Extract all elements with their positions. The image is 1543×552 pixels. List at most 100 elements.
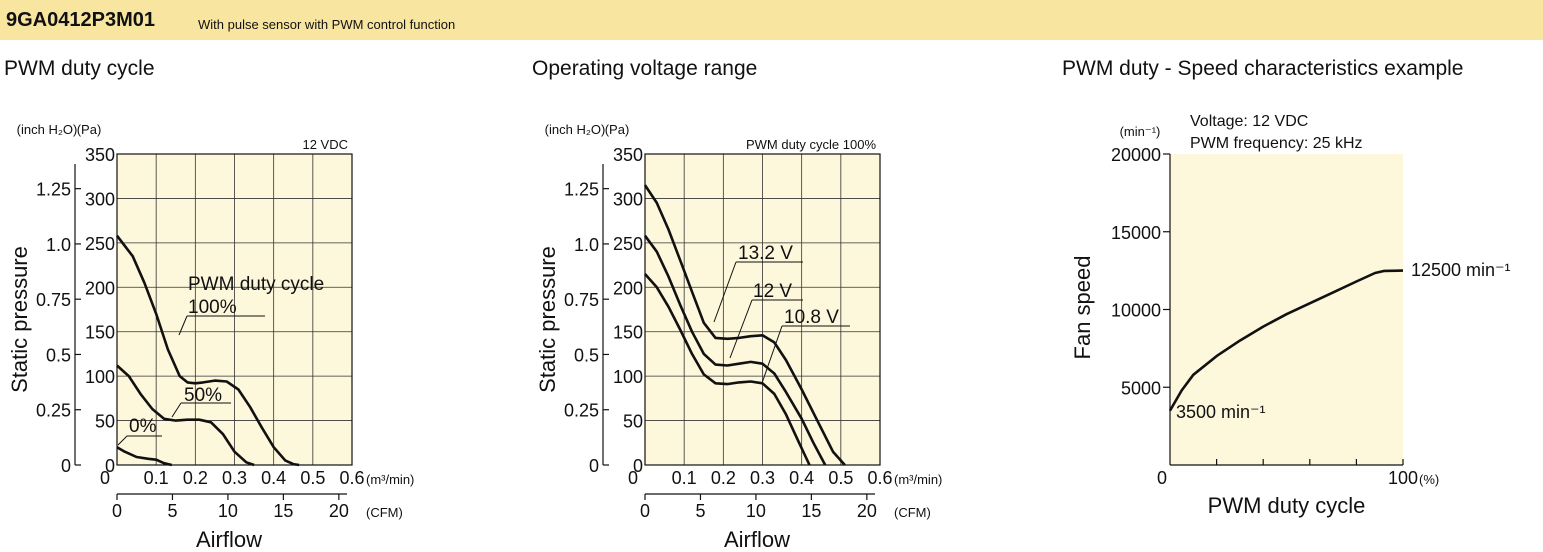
chart-1-y-unit: (Pa) [77, 122, 102, 137]
chart-1-x-tick-label: 0.1 [144, 468, 169, 488]
chart-2-series-line-3 [644, 273, 811, 466]
chart-1-callout-leader [117, 435, 128, 446]
chart-1-x-tick-label: 0.3 [222, 468, 247, 488]
chart-2-x-tick-label: 0.1 [672, 468, 697, 488]
chart-3-y-tick-label: 10000 [1111, 301, 1161, 321]
chart-1-series-label: 50% [184, 385, 222, 406]
chart-1-y-tick-label: 350 [85, 145, 115, 165]
chart-1-series-line-3 [116, 446, 173, 467]
chart-2-y-tick-label: 250 [613, 234, 643, 254]
chart-1-y2-tick-label: 1.25 [36, 180, 71, 200]
chart-1-title: PWM duty cycle [4, 57, 155, 80]
chart-2-y2-tick-label: 1.0 [574, 235, 599, 255]
chart-3-x-tick-label: 0 [1157, 468, 1167, 488]
chart-2-y2-tick-label: 0.75 [564, 290, 599, 310]
chart-2-x-tick-label: 0.6 [867, 468, 892, 488]
chart-1-x2-unit: (CFM) [366, 505, 403, 520]
header-bar: 9GA0412P3M01 With pulse sensor with PWM … [0, 0, 1543, 40]
chart-2-series-label: 10.8 V [784, 307, 839, 328]
chart-2-series-line-1 [643, 184, 846, 466]
chart-1-y-tick-label: 150 [85, 323, 115, 343]
chart-1-series-line-1 [115, 234, 300, 467]
chart-1-plot-frame [116, 153, 353, 466]
chart-3-plot-area [1170, 154, 1403, 465]
chart-1-condition-label: 12 VDC [302, 137, 348, 152]
chart-2-x2-tick-label: 10 [746, 501, 766, 521]
chart-3-voltage-note: Voltage: 12 VDC [1190, 113, 1308, 130]
chart-2-condition-label: PWM duty cycle 100% [746, 137, 876, 152]
chart-2-x-unit: (m³/min) [894, 472, 942, 487]
chart-1-legend-caption: PWM duty cycle [188, 274, 324, 295]
chart-1-y2-tick-label: 0.75 [36, 290, 71, 310]
chart-2-y2-tick-label: 1.25 [564, 180, 599, 200]
chart-1-y-tick-label: 50 [95, 412, 115, 432]
chart-2-x-tick-label: 0.4 [789, 468, 814, 488]
chart-2-x2-tick-label: 20 [857, 501, 877, 521]
chart-2-title: Operating voltage range [532, 57, 758, 80]
chart-1-y-tick-label: 0 [105, 456, 115, 476]
chart-1-x2-tick-label: 5 [167, 501, 177, 521]
chart-1-y2-tick-label: 0 [61, 456, 71, 476]
chart-1-x-tick-label: 0.6 [339, 468, 364, 488]
chart-2-y-axis-label: Static pressure [535, 246, 560, 393]
chart-2-y-tick-label: 150 [613, 323, 643, 343]
model-number: 9GA0412P3M01 [6, 9, 155, 31]
chart-2-callout-leader [713, 261, 737, 323]
chart-1-series-line-2 [116, 364, 255, 467]
chart-2-series-label: 12 V [753, 281, 792, 302]
chart-2-series-label: 13.2 V [738, 243, 793, 264]
chart-1-x-unit: (m³/min) [366, 472, 414, 487]
chart-1-y2-tick-label: 0.5 [46, 345, 71, 365]
chart-2-y-tick-label: 100 [613, 367, 643, 387]
chart-3-x-axis-label: PWM duty cycle [1208, 493, 1366, 518]
chart-2-x2-unit: (CFM) [894, 505, 931, 520]
chart-2-x-tick-label: 0.3 [750, 468, 775, 488]
chart-2-y-tick-label: 0 [633, 456, 643, 476]
chart-3-y-axis-label: Fan speed [1070, 256, 1095, 360]
chart-2-x-tick-label: 0.5 [828, 468, 853, 488]
chart-3-title: PWM duty - Speed characteristics example [1062, 57, 1464, 80]
chart-1-series-label: 100% [188, 297, 237, 318]
chart-2-y2-tick-label: 0 [589, 456, 599, 476]
chart-3-y-tick-label: 5000 [1121, 378, 1161, 398]
chart-2-x2-tick-label: 15 [801, 501, 821, 521]
chart-1-x-tick-label: 0.2 [183, 468, 208, 488]
chart-2-callout-leader [729, 299, 753, 359]
chart-1-series-label: 0% [129, 416, 157, 437]
chart-1-x2-tick-label: 15 [273, 501, 293, 521]
chart-3-y-unit: (min⁻¹) [1120, 124, 1161, 139]
chart-2-x-axis-label: Airflow [724, 527, 790, 552]
chart-1-x2-tick-label: 10 [218, 501, 238, 521]
chart-3-x-unit: (%) [1419, 472, 1439, 487]
chart-2-y-tick-label: 350 [613, 145, 643, 165]
chart-1-x-tick-label: 0.5 [300, 468, 325, 488]
chart-2-callout-leader [761, 325, 783, 384]
chart-1-callout-leader [171, 402, 182, 418]
chart-3-y-tick-label: 15000 [1111, 223, 1161, 243]
chart-2-y2-tick-label: 0.25 [564, 401, 599, 421]
chart-1-y-tick-label: 100 [85, 367, 115, 387]
chart-2-x2-tick-label: 0 [640, 501, 650, 521]
chart-1-y2-tick-label: 1.0 [46, 235, 71, 255]
chart-3-y-tick-label: 20000 [1111, 145, 1161, 165]
chart-1-x-tick-label: 0.4 [261, 468, 286, 488]
chart-3-frequency-note: PWM frequency: 25 kHz [1190, 135, 1363, 152]
chart-2-plot-frame [644, 153, 881, 466]
chart-2-y-tick-label: 50 [623, 412, 643, 432]
chart-2-y-tick-label: 300 [613, 189, 643, 209]
chart-1-y-tick-label: 300 [85, 189, 115, 209]
chart-2-y-unit: (Pa) [605, 122, 630, 137]
chart-1-x-tick-label: 0 [100, 468, 110, 488]
model-description: With pulse sensor with PWM control funct… [198, 17, 456, 32]
chart-3-start-annotation: 3500 min⁻¹ [1176, 402, 1266, 422]
chart-1-y-tick-label: 250 [85, 234, 115, 254]
chart-1-callout-leader [178, 315, 188, 336]
chart-2-series-line-2 [643, 234, 827, 466]
chart-3-x-tick-label: 100 [1388, 468, 1418, 488]
chart-3-end-annotation: 12500 min⁻¹ [1411, 260, 1511, 280]
chart-2-x2-tick-label: 5 [695, 501, 705, 521]
chart-2-x-tick-label: 0.2 [711, 468, 736, 488]
chart-1-x2-tick-label: 20 [329, 501, 349, 521]
chart-3-series-line [1168, 269, 1404, 412]
